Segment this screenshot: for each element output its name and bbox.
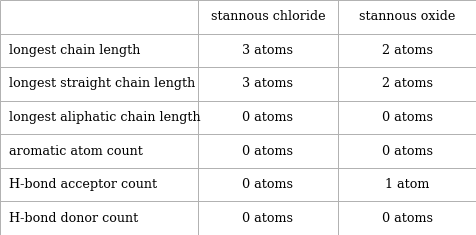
Text: aromatic atom count: aromatic atom count: [9, 145, 142, 158]
Text: 0 atoms: 0 atoms: [381, 111, 432, 124]
Text: 0 atoms: 0 atoms: [242, 145, 293, 158]
Text: 0 atoms: 0 atoms: [242, 111, 293, 124]
Text: stannous oxide: stannous oxide: [358, 10, 455, 23]
Text: longest straight chain length: longest straight chain length: [9, 77, 194, 90]
Text: 0 atoms: 0 atoms: [242, 178, 293, 191]
Text: longest chain length: longest chain length: [9, 44, 139, 57]
Text: 1 atom: 1 atom: [384, 178, 429, 191]
Text: 0 atoms: 0 atoms: [381, 145, 432, 158]
Text: 0 atoms: 0 atoms: [381, 212, 432, 225]
Text: 3 atoms: 3 atoms: [242, 44, 293, 57]
Text: 2 atoms: 2 atoms: [381, 77, 432, 90]
Text: H-bond donor count: H-bond donor count: [9, 212, 138, 225]
Text: longest aliphatic chain length: longest aliphatic chain length: [9, 111, 200, 124]
Text: stannous chloride: stannous chloride: [210, 10, 325, 23]
Text: 0 atoms: 0 atoms: [242, 212, 293, 225]
Text: 2 atoms: 2 atoms: [381, 44, 432, 57]
Text: H-bond acceptor count: H-bond acceptor count: [9, 178, 157, 191]
Text: 3 atoms: 3 atoms: [242, 77, 293, 90]
